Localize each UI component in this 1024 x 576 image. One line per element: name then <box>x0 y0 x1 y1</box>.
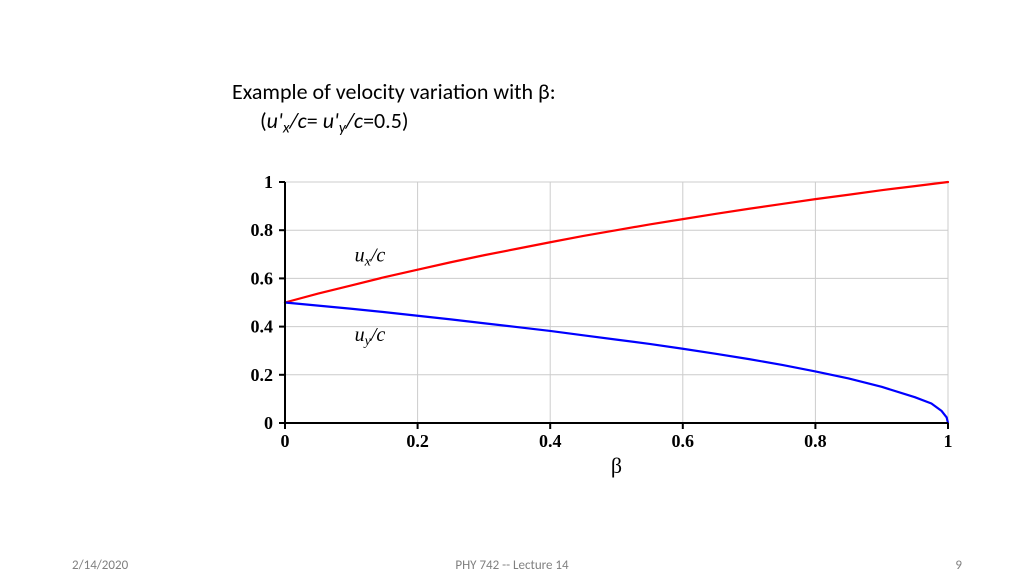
slide-title: Example of velocity variation with β: (u… <box>232 78 1024 138</box>
title-overc2: /c <box>346 107 363 134</box>
title-u2: u' <box>323 107 339 134</box>
title-sub1: x <box>283 118 290 137</box>
footer-center: PHY 742 -- Lecture 14 <box>0 558 1024 573</box>
y-tick-label: 0.6 <box>251 268 274 288</box>
title-line-2: (u'x/c= u'y/c=0.5) <box>232 107 1024 139</box>
footer-page-number: 9 <box>955 558 962 573</box>
y-tick-label: 0.2 <box>251 365 274 385</box>
title-colon: : <box>550 78 556 105</box>
y-tick-label: 0.4 <box>251 317 274 337</box>
title-line-1: Example of velocity variation with β: <box>232 78 1024 107</box>
title-beta: β <box>538 78 550 105</box>
x-tick-label: 0.8 <box>804 431 827 451</box>
title-eq: = <box>307 107 323 134</box>
title-u1: u' <box>267 107 283 134</box>
title-val: =0.5) <box>363 107 408 134</box>
x-tick-label: 0.2 <box>406 431 429 451</box>
velocity-chart: 0 0.2 0.4 0.6 0.8 1 0 0.2 0.4 0.6 0.8 1 β ux/c uy/c <box>230 170 960 485</box>
title-sub2: y <box>339 118 346 137</box>
series-label-ux: ux/c <box>355 245 386 270</box>
slide: Example of velocity variation with β: (u… <box>0 0 1024 576</box>
x-tick-label: 1 <box>944 431 953 451</box>
y-tick-label: 0.8 <box>251 220 274 240</box>
x-tick-label: 0.4 <box>539 431 562 451</box>
series-label-uy: uy/c <box>355 324 386 349</box>
title-overc1: /c <box>290 107 307 134</box>
chart-svg: 0 0.2 0.4 0.6 0.8 1 0 0.2 0.4 0.6 0.8 1 β ux/c uy/c <box>230 170 960 485</box>
title-open-paren: ( <box>260 107 267 134</box>
title-text: Example of velocity variation with <box>232 78 538 105</box>
y-tick-label: 0 <box>264 413 273 433</box>
x-tick-label: 0 <box>281 431 290 451</box>
x-tick-label: 0.6 <box>672 431 695 451</box>
x-axis-title: β <box>611 453 622 478</box>
y-tick-label: 1 <box>264 172 273 192</box>
